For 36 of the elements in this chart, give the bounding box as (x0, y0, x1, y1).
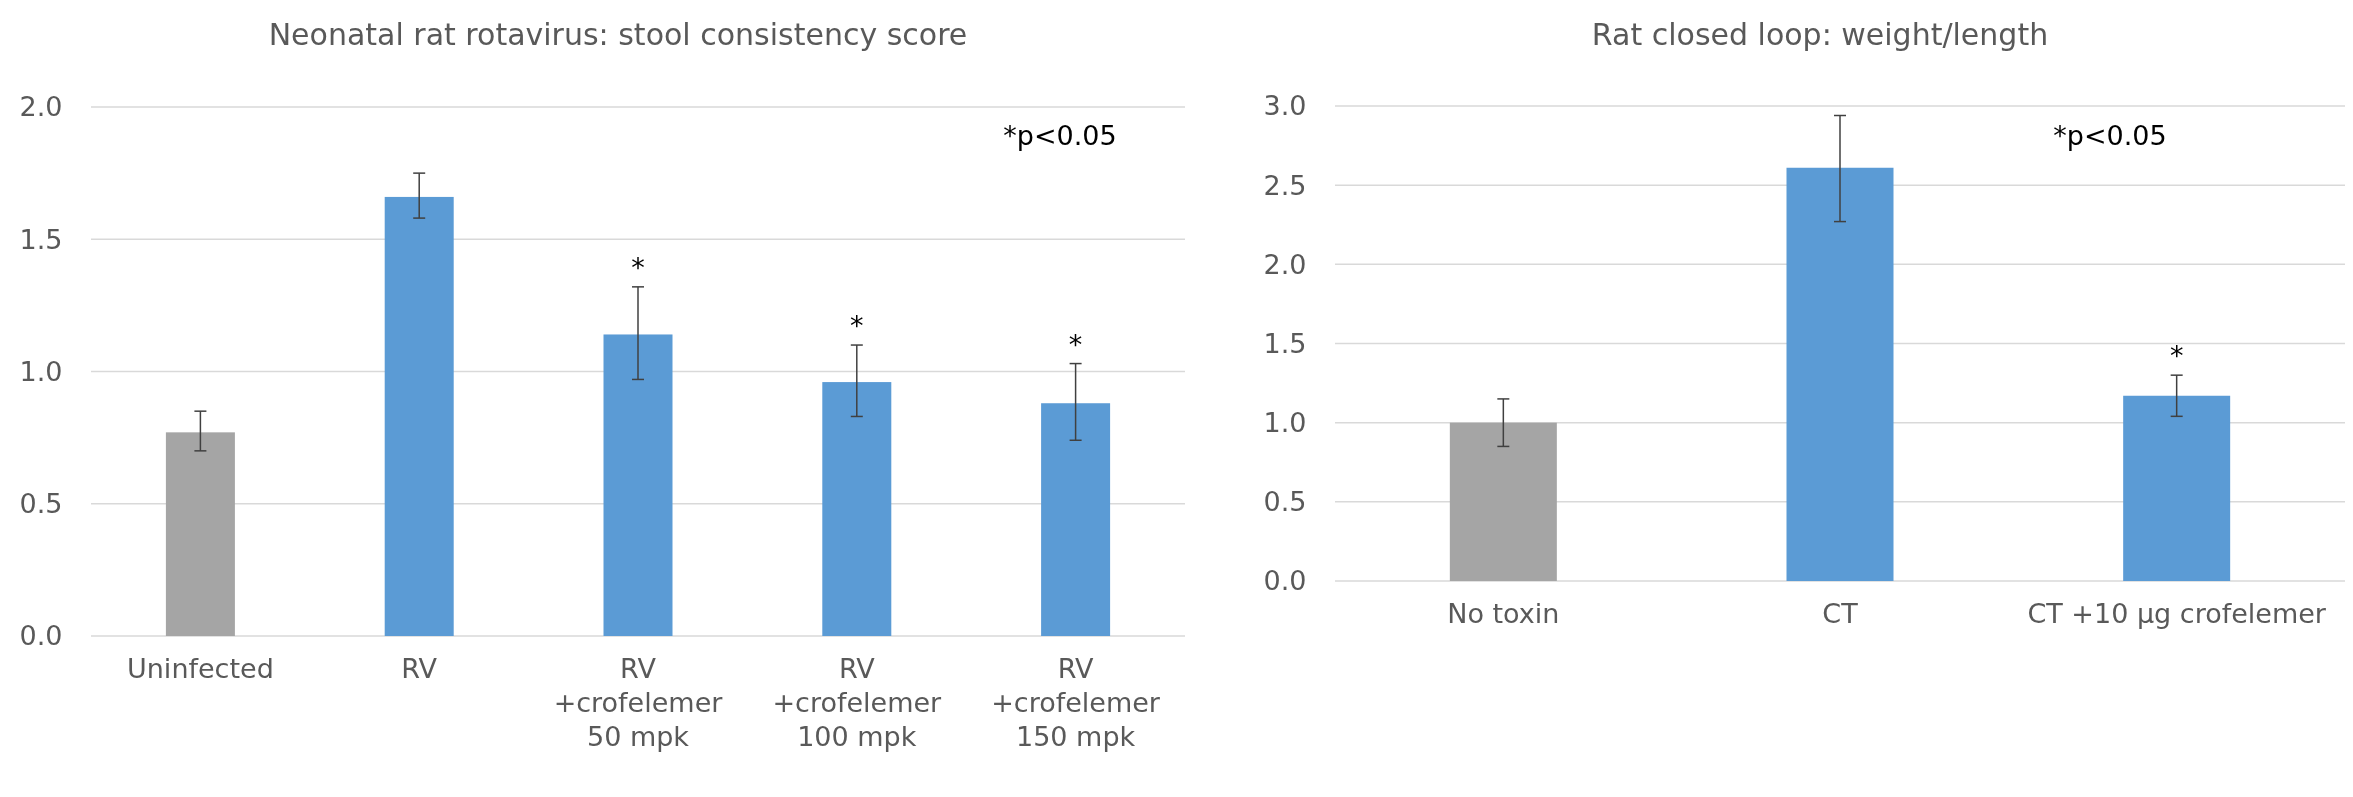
x-tick-label: RV +crofelemer 50 mpk (553, 653, 724, 752)
annotation: *p<0.05 (1003, 120, 1117, 151)
bar (1786, 167, 1894, 581)
x-tick-label: RV (401, 653, 438, 684)
x-tick-label: CT +10 µg crofelemer (2027, 598, 2327, 629)
y-tick-label: 1.5 (1263, 327, 1307, 359)
y-tick-label: 0.5 (1263, 486, 1307, 518)
bar (384, 196, 454, 636)
y-tick-label: 3.0 (1263, 90, 1307, 122)
y-tick-label: 1.0 (19, 355, 63, 387)
annotation: * (1068, 328, 1083, 360)
y-tick-label: 1.5 (19, 223, 63, 255)
bar (165, 432, 235, 636)
annotation: *p<0.05 (2053, 120, 2167, 151)
annotation: * (631, 251, 645, 283)
y-tick-label: 1.0 (1263, 407, 1307, 439)
chart-title: Rat closed loop: weight/length (1591, 17, 2049, 52)
bar (1041, 403, 1111, 636)
y-tick-label: 0.0 (19, 620, 63, 652)
y-tick-label: 0.0 (1263, 565, 1307, 597)
y-tick-label: 2.0 (19, 91, 63, 123)
annotation: * (850, 310, 864, 342)
x-tick-label: RV +crofelemer 150 mpk (991, 653, 1161, 752)
x-tick-label: RV +crofelemer 100 mpk (772, 653, 943, 752)
y-tick-label: 0.5 (19, 488, 63, 520)
bar (603, 334, 673, 636)
x-tick-label: No toxin (1447, 598, 1560, 629)
y-tick-label: 2.0 (1263, 248, 1307, 280)
bar (2123, 395, 2231, 581)
bar (1449, 422, 1557, 581)
x-tick-label: Uninfected (127, 653, 274, 684)
x-tick-label: CT (1822, 598, 1859, 629)
y-tick-label: 2.5 (1263, 169, 1307, 201)
bar (822, 382, 892, 636)
annotation: * (2169, 340, 2184, 372)
chart-title: Neonatal rat rotavirus: stool consistency score (268, 17, 968, 52)
